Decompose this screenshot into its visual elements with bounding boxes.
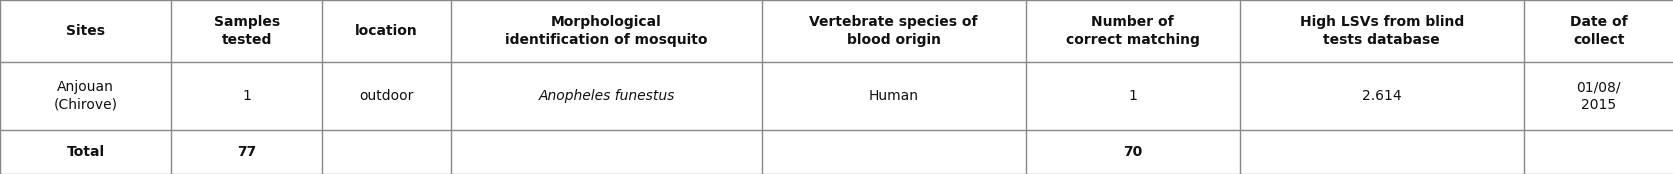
- Bar: [1522, 62, 1673, 130]
- Bar: [761, 130, 1026, 174]
- Text: location: location: [355, 24, 418, 38]
- Text: Morphological
identification of mosquito: Morphological identification of mosquito: [505, 15, 708, 47]
- Text: Vertebrate species of
blood origin: Vertebrate species of blood origin: [810, 15, 977, 47]
- Text: Total: Total: [67, 145, 105, 159]
- Bar: [452, 62, 761, 130]
- Bar: [321, 130, 452, 174]
- Bar: [452, 0, 761, 62]
- Bar: [1026, 130, 1240, 174]
- Text: Date of
collect: Date of collect: [1569, 15, 1626, 47]
- Bar: [0, 0, 171, 62]
- Bar: [1522, 130, 1673, 174]
- Bar: [0, 130, 171, 174]
- Bar: [321, 62, 452, 130]
- Bar: [171, 130, 321, 174]
- Bar: [1522, 0, 1673, 62]
- Text: 2.614: 2.614: [1362, 89, 1400, 103]
- Bar: [452, 130, 761, 174]
- Bar: [1240, 62, 1522, 130]
- Text: 1: 1: [243, 89, 251, 103]
- Text: outdoor: outdoor: [360, 89, 413, 103]
- Bar: [171, 0, 321, 62]
- Text: Human: Human: [868, 89, 918, 103]
- Bar: [0, 62, 171, 130]
- Bar: [1240, 130, 1522, 174]
- Bar: [1240, 0, 1522, 62]
- Text: 1: 1: [1128, 89, 1136, 103]
- Text: Number of
correct matching: Number of correct matching: [1066, 15, 1200, 47]
- Text: 70: 70: [1123, 145, 1141, 159]
- Bar: [1026, 62, 1240, 130]
- Text: 77: 77: [238, 145, 256, 159]
- Bar: [1026, 0, 1240, 62]
- Text: Samples
tested: Samples tested: [214, 15, 279, 47]
- Text: Anjouan
(Chirove): Anjouan (Chirove): [54, 80, 117, 112]
- Bar: [761, 0, 1026, 62]
- Text: High LSVs from blind
tests database: High LSVs from blind tests database: [1298, 15, 1462, 47]
- Text: 01/08/
2015: 01/08/ 2015: [1576, 80, 1619, 112]
- Bar: [761, 62, 1026, 130]
- Text: Sites: Sites: [67, 24, 105, 38]
- Bar: [171, 62, 321, 130]
- Bar: [321, 0, 452, 62]
- Text: Anopheles funestus: Anopheles funestus: [539, 89, 674, 103]
